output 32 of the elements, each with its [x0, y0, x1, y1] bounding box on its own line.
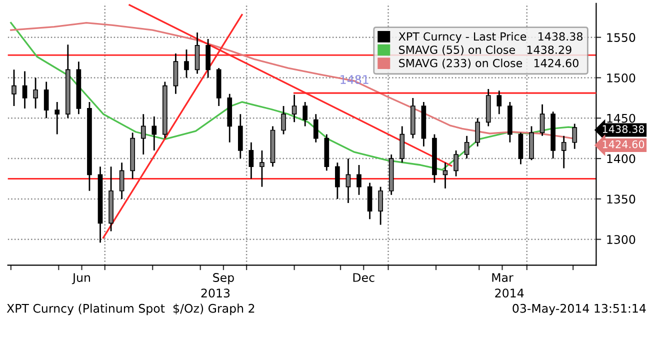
candlestick — [313, 113, 318, 144]
candlestick — [152, 116, 157, 152]
candlestick — [248, 142, 254, 180]
candlestick — [54, 101, 60, 135]
candlestick — [302, 101, 308, 127]
candlestick — [184, 48, 189, 78]
x-tick-label: Mar — [492, 273, 514, 282]
annotation: 1438.38 — [602, 125, 644, 134]
annotation: 1424.60 — [602, 140, 644, 148]
y-tick-label: 1550 — [607, 33, 636, 42]
text: XPT Curncy (Platinum Spot $/Oz) Graph 2 — [6, 304, 254, 316]
y-tick-label: 1350 — [607, 194, 636, 204]
x-tick-label: Sep — [213, 273, 234, 284]
y-tick-label: 1400 — [607, 154, 636, 164]
candlestick — [44, 81, 49, 119]
legend-label: SMAVG (55) on Close 1438.29 — [399, 45, 572, 56]
x-tick-label: Dec — [353, 273, 374, 282]
text: 2013 — [201, 288, 230, 298]
y-tick-label: 1500 — [607, 73, 636, 82]
candlestick — [572, 123, 578, 150]
candlestick — [335, 162, 340, 200]
x-tick-label: Jun — [72, 273, 90, 284]
y-tick-label: 1450 — [607, 114, 636, 123]
y-tick-label: 1300 — [607, 235, 636, 244]
candlestick — [356, 164, 362, 196]
legend-label: XPT Curncy - Last Price 1438.38 — [398, 32, 582, 43]
text: 03-May-2014 13:51:14 — [512, 304, 646, 316]
candlestick — [22, 70, 28, 110]
candlestick — [496, 90, 502, 115]
text: 2014 — [495, 288, 524, 298]
candlestick — [442, 162, 448, 190]
legend-label: SMAVG (233) on Close 1424.60 — [399, 58, 578, 69]
